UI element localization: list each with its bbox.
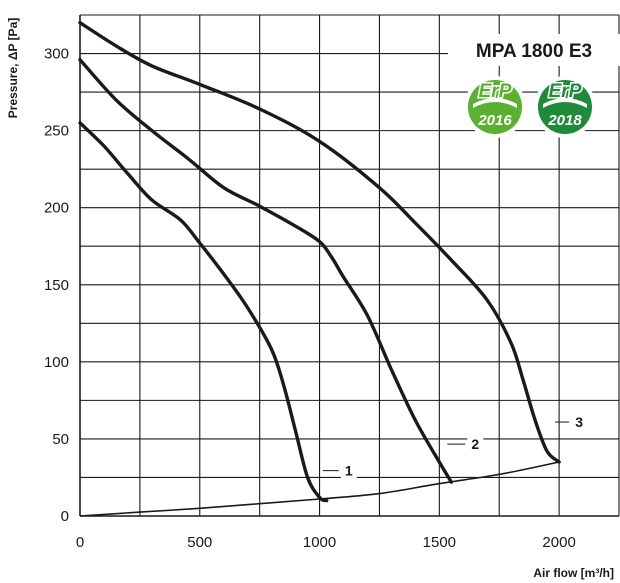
y-tick-label: 250 [44, 123, 69, 140]
series-group: 1 2 3 [78, 21, 588, 517]
fan-curve-1 [78, 121, 329, 503]
erp-2016-logo: ErP 2016 [464, 76, 526, 138]
erp-2016-top-text: ErP [479, 81, 512, 102]
erp-2018-top-text: ErP [549, 81, 582, 102]
x-tick-label: 500 [187, 534, 212, 551]
x-tick-label: 1500 [423, 534, 456, 551]
erp-2018-year-text: 2018 [547, 112, 582, 129]
erp-2016-year-text: 2016 [477, 112, 512, 129]
curve-label-bg-2 [467, 434, 484, 453]
y-tick-labels: 0 50 100 150 200 250 300 [44, 46, 69, 525]
y-tick-label: 0 [61, 508, 69, 525]
model-label: MPA 1800 E3 [476, 41, 592, 62]
curve-label-1: 1 [345, 463, 353, 479]
curve-label-bg-3 [571, 412, 588, 431]
fan-curve-3 [78, 21, 561, 464]
y-tick-label: 100 [44, 354, 69, 371]
x-tick-labels: 0 500 1000 1500 2000 [76, 534, 576, 551]
erp-2018-logo: ErP 2018 [534, 76, 596, 138]
curve-label-bg-1 [340, 460, 357, 479]
y-axis-label: Pressure, ΔP [Pa] [6, 18, 20, 118]
model-label-background [448, 34, 620, 66]
x-axis-label: Air flow [m³/h] [533, 566, 614, 580]
x-tick-label: 0 [76, 534, 84, 551]
y-tick-label: 150 [44, 277, 69, 294]
x-tick-label: 2000 [542, 534, 575, 551]
curve-label-3: 3 [575, 414, 583, 430]
fan-curve-2 [78, 58, 453, 484]
grid [79, 14, 620, 517]
curve-label-2: 2 [471, 436, 479, 452]
x-tick-label: 1000 [303, 534, 336, 551]
y-tick-label: 300 [44, 46, 69, 63]
y-tick-label: 50 [52, 431, 69, 448]
y-tick-label: 200 [44, 200, 69, 217]
